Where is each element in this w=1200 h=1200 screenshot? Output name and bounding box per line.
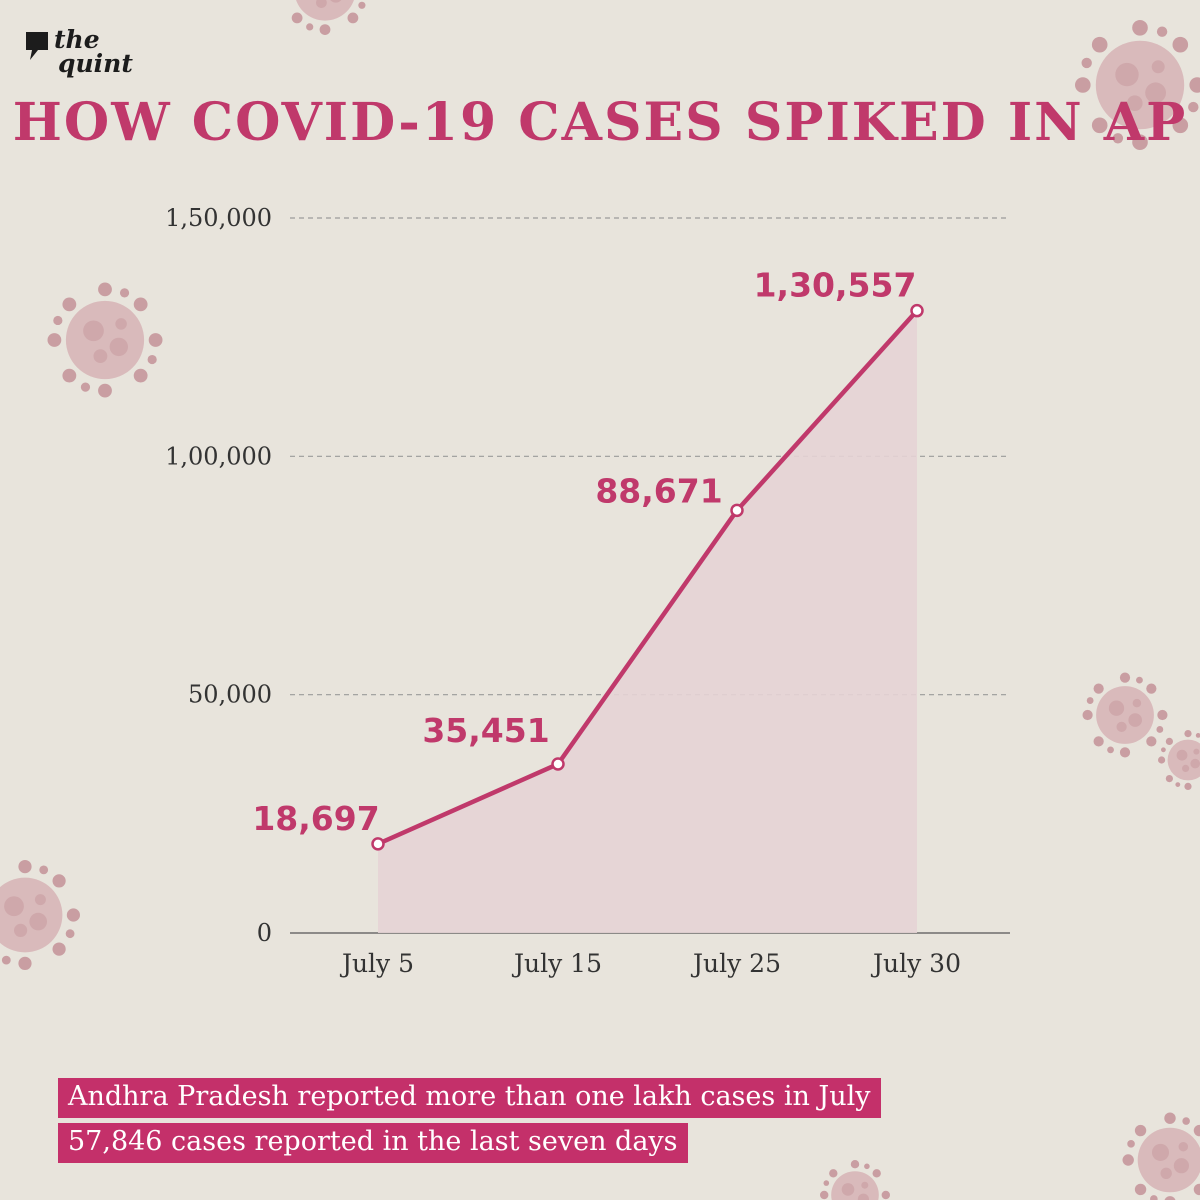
chart-title: HOW COVID-19 CASES SPIKED IN AP [12, 92, 1188, 153]
x-tick-label: July 15 [511, 949, 602, 978]
data-label: 88,671 [595, 471, 722, 510]
data-point [910, 303, 924, 318]
data-point [371, 837, 385, 851]
coronavirus-icon [47, 282, 163, 398]
coronavirus-icon [1082, 672, 1168, 758]
speech-bubble-icon [26, 32, 48, 60]
brand-logo: the quint [22, 25, 133, 78]
area-layer [371, 303, 924, 933]
y-tick-label: 0 [257, 919, 272, 947]
x-tick-label: July 25 [690, 949, 781, 978]
x-tick-label: July 30 [870, 949, 961, 978]
grid-layer: 0 50,000 1,00,000 1,50,000 [165, 204, 1010, 947]
series-line [377, 309, 919, 846]
footer-note-1: Andhra Pradesh reported more than one la… [58, 1078, 881, 1118]
y-tick-label: 1,50,000 [165, 204, 272, 232]
y-tick-label: 1,00,000 [165, 442, 272, 470]
data-label: 35,451 [422, 711, 549, 750]
data-point [730, 503, 744, 518]
logo-line-1: the [54, 25, 100, 54]
x-tick-label: July 5 [339, 949, 414, 978]
coronavirus-icon [820, 1160, 890, 1200]
coronavirus-icon [0, 860, 80, 970]
logo-wordmark: the quint [54, 25, 133, 78]
y-tick-label: 50,000 [188, 681, 272, 709]
logo-line-2: quint [58, 49, 133, 78]
footer-note-2: 57,846 cases reported in the last seven … [58, 1123, 688, 1163]
data-point [551, 757, 565, 771]
data-label: 1,30,557 [754, 266, 917, 305]
data-label: 18,697 [252, 799, 379, 838]
coronavirus-icon [1122, 1112, 1200, 1200]
coronavirus-icon [280, 0, 370, 35]
coronavirus-icon [1158, 730, 1200, 790]
label-layer: 18,697 35,451 88,671 1,30,557 July 5 July 15 J… [252, 266, 961, 978]
area-fill [378, 310, 917, 933]
